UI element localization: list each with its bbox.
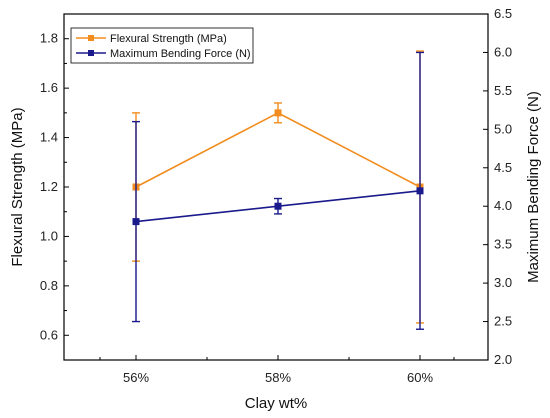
right-tick-label: 6.0 <box>494 44 512 59</box>
x-tick-label: 56% <box>123 370 149 385</box>
left-axis: 0.6 0.8 1.0 1.2 1.4 1.6 1.8 <box>40 31 69 342</box>
data-point-bending <box>132 218 140 226</box>
legend-marker-bending <box>88 50 94 56</box>
legend-label-bending: Maximum Bending Force (N) <box>110 48 251 60</box>
left-tick-label: 1.4 <box>40 130 58 145</box>
series-line-flexural <box>135 111 421 188</box>
legend-label-flexural: Flexural Strength (MPa) <box>110 33 227 45</box>
series-layer <box>132 50 424 330</box>
right-tick-label: 2.0 <box>494 352 512 367</box>
right-axis-title: Maximum Bending Force (N) <box>525 91 542 283</box>
x-tick-label: 60% <box>407 370 433 385</box>
plot-frame <box>63 13 489 361</box>
legend: Flexural Strength (MPa) Maximum Bending … <box>70 27 254 64</box>
data-point-flexural <box>274 109 282 117</box>
x-tick-label: 58% <box>265 370 291 385</box>
left-tick-label: 1.2 <box>40 179 58 194</box>
right-tick-label: 6.5 <box>494 6 512 21</box>
right-axis: 2.0 2.5 3.0 3.5 4.0 4.5 5.0 5.5 6.0 6.5 <box>483 6 512 367</box>
left-tick-label: 0.6 <box>40 327 58 342</box>
right-tick-label: 4.0 <box>494 198 512 213</box>
left-tick-label: 1.0 <box>40 228 58 243</box>
right-tick-label: 3.0 <box>494 275 512 290</box>
right-tick-label: 5.5 <box>494 83 512 98</box>
left-tick-label: 1.6 <box>40 80 58 95</box>
legend-marker-flexural <box>88 35 94 41</box>
legend-box <box>70 27 254 64</box>
right-tick-label: 5.0 <box>494 121 512 136</box>
left-axis-title: Flexural Strength (MPa) <box>9 107 26 266</box>
series-flexural <box>132 50 424 324</box>
right-tick-label: 2.5 <box>494 314 512 329</box>
data-point-bending <box>416 187 424 195</box>
left-tick-label: 1.8 <box>40 31 58 46</box>
x-axis-title: Clay wt% <box>245 395 308 412</box>
right-tick-label: 3.5 <box>494 237 512 252</box>
right-tick-label: 4.5 <box>494 160 512 175</box>
series-bending <box>132 51 424 330</box>
left-tick-label: 0.8 <box>40 278 58 293</box>
x-axis: 56% 58% 60% <box>99 355 455 385</box>
data-point-bending <box>274 202 282 210</box>
